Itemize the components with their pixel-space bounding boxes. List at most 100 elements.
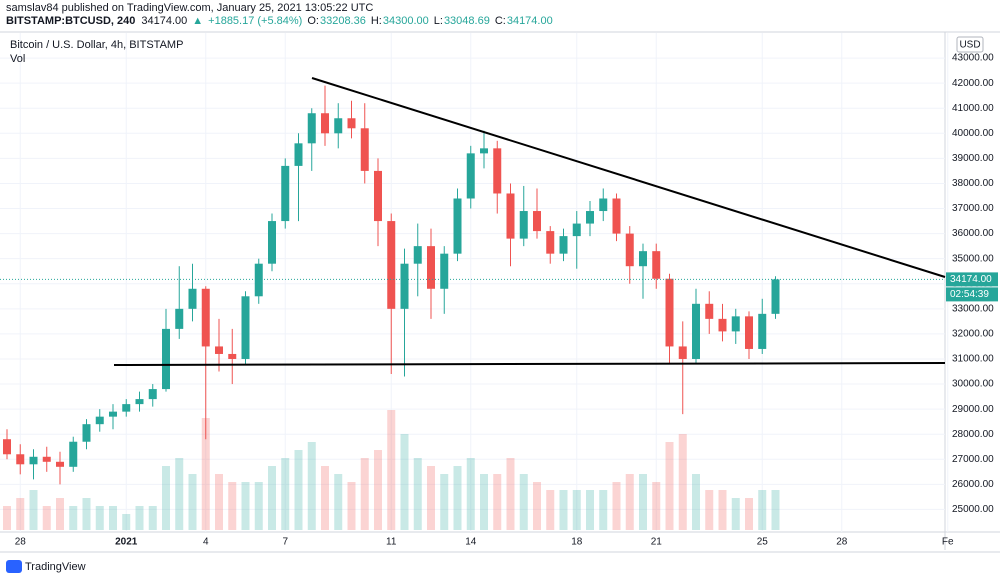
volume-bar xyxy=(347,482,356,530)
volume-bar xyxy=(175,458,184,530)
candle-body xyxy=(3,439,11,455)
candle-body xyxy=(307,113,316,144)
y-tick-label: 42000.00 xyxy=(952,78,994,89)
candle-body xyxy=(201,288,210,347)
currency: USD xyxy=(959,40,980,51)
candle-body xyxy=(109,411,117,417)
volume-bar xyxy=(652,482,661,530)
currency-box[interactable] xyxy=(956,36,984,53)
volume-bar xyxy=(374,450,382,530)
volume-bar xyxy=(334,474,343,530)
x-tick-label: 14 xyxy=(465,537,477,548)
candle-body xyxy=(480,148,488,154)
volume-bar xyxy=(519,474,528,530)
candle-body xyxy=(625,233,634,267)
x-tick-label: 28 xyxy=(15,537,27,548)
y-tick-label: 29000.00 xyxy=(952,404,994,415)
grid xyxy=(0,33,949,532)
y-tick-label: 27000.00 xyxy=(952,454,994,465)
x-tick-label: Fe xyxy=(942,537,954,548)
symbol: BITSTAMP:BTCUSD, 240 xyxy=(6,15,135,27)
candle-body xyxy=(652,251,661,279)
x-tick-label: 4 xyxy=(203,537,209,548)
author-line: samslav84 published on TradingView.com, … xyxy=(6,2,373,14)
candle-body xyxy=(758,313,767,349)
header-high-label: H: xyxy=(371,15,382,27)
candle-body xyxy=(29,456,38,465)
countdown-box xyxy=(946,287,998,302)
candle-body xyxy=(95,416,104,425)
y-tick-label: 33000.00 xyxy=(952,303,994,314)
candle-body xyxy=(692,303,700,359)
header-high: 34300.00 xyxy=(383,15,429,27)
header-close-label: C: xyxy=(495,15,506,27)
trendline-support[interactable] xyxy=(113,362,946,366)
countdown: 02:54:39 xyxy=(950,289,989,300)
candle-body xyxy=(360,128,369,171)
volume-bar xyxy=(639,474,647,530)
volume-bar xyxy=(625,474,634,530)
candle-body xyxy=(42,456,51,462)
x-tick-label: 7 xyxy=(282,537,288,548)
candle-body xyxy=(241,296,250,359)
y-tick-label: 40000.00 xyxy=(952,128,994,139)
volume-bar xyxy=(453,466,462,530)
volume-bar xyxy=(56,498,64,530)
volume-bar xyxy=(122,514,131,530)
volume-bar xyxy=(400,434,409,530)
volume-bar xyxy=(572,490,581,530)
volume-bar xyxy=(427,466,435,530)
candle-body xyxy=(387,221,396,309)
last-price-label: 34174.00 xyxy=(950,274,992,285)
volume-pane xyxy=(3,410,780,530)
volume-bar xyxy=(665,442,674,530)
volume-bar xyxy=(559,490,568,530)
y-tick-label: 28000.00 xyxy=(952,429,994,440)
volume-bar xyxy=(254,482,263,530)
volume-bar xyxy=(771,490,780,530)
volume-bar xyxy=(29,490,38,530)
candle-body xyxy=(586,211,594,224)
volume-bar xyxy=(3,506,11,530)
trendline-resistance[interactable] xyxy=(311,77,946,278)
candle-body xyxy=(639,251,647,267)
candle-body xyxy=(559,236,568,254)
candle-body xyxy=(440,253,449,289)
candle-body xyxy=(135,399,144,405)
candle-body xyxy=(254,263,263,297)
brand: TradingView xyxy=(25,561,86,573)
volume-bar xyxy=(718,490,727,530)
volume-bar xyxy=(360,458,369,530)
volume-bar xyxy=(241,482,250,530)
volume-bar xyxy=(109,506,117,530)
x-tick-label: 2021 xyxy=(115,537,138,548)
volume-bar xyxy=(201,418,210,530)
y-tick-label: 35000.00 xyxy=(952,253,994,264)
candle-body xyxy=(453,198,462,254)
candle-body xyxy=(506,193,515,239)
volume-bar xyxy=(268,466,276,530)
header-open: 33208.36 xyxy=(320,15,366,27)
candle-body xyxy=(533,211,541,232)
last-price-box xyxy=(946,272,998,287)
header-close: 34174.00 xyxy=(507,15,553,27)
candle-body xyxy=(718,318,727,332)
volume-bar xyxy=(281,458,290,530)
volume-bar xyxy=(493,474,502,530)
candle-body xyxy=(334,118,343,134)
header-open-label: O: xyxy=(307,15,319,27)
candle-body xyxy=(268,221,276,264)
volume-bar xyxy=(69,506,78,530)
x-tick-label: 28 xyxy=(836,537,848,548)
candle-body xyxy=(572,223,581,237)
candle-body xyxy=(56,461,64,467)
y-tick-label: 38000.00 xyxy=(952,178,994,189)
x-tick-label: 11 xyxy=(386,537,397,548)
candle-body xyxy=(731,316,740,332)
candle-body xyxy=(413,246,422,264)
volume-bar xyxy=(731,498,740,530)
volume-bar xyxy=(162,466,170,530)
candle-body xyxy=(678,346,687,359)
